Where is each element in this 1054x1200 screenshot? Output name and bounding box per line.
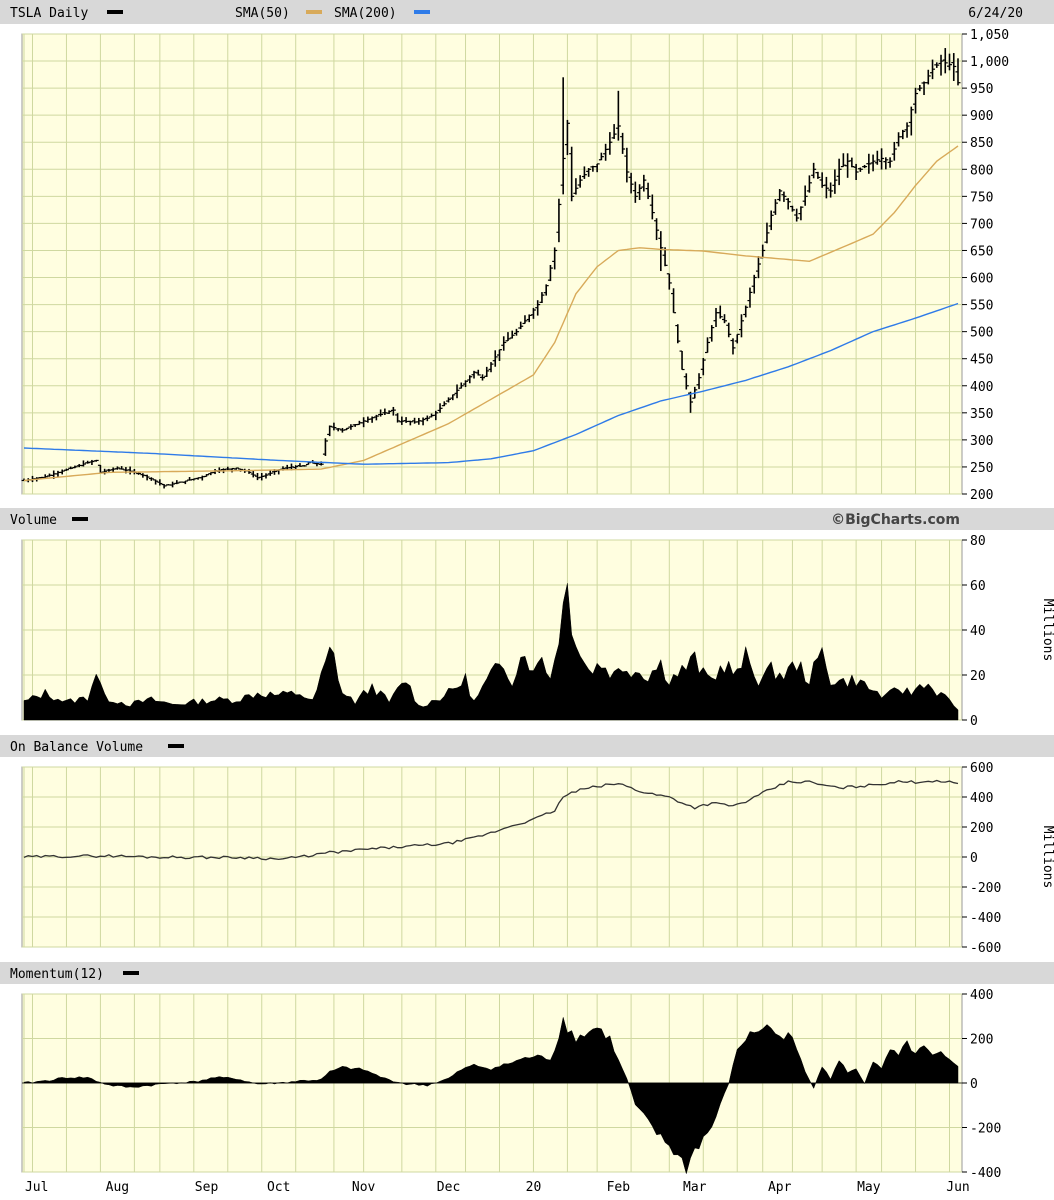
y-tick-label: 80 — [970, 534, 986, 549]
volume-area — [23, 583, 959, 721]
y-tick-label: 600 — [970, 761, 993, 776]
y-tick-label: 850 — [970, 136, 993, 151]
obv-unit-label: Millions — [1040, 826, 1054, 889]
sma50-line — [23, 145, 959, 482]
y-tick-label: 0 — [970, 1077, 978, 1092]
x-tick-label: Sep — [195, 1180, 219, 1195]
x-tick-label: Mar — [683, 1180, 707, 1195]
y-tick-label: -600 — [970, 941, 1001, 956]
y-tick-label: 600 — [970, 272, 993, 287]
momentum-title: Momentum(12) — [10, 967, 104, 982]
momentum-header-bar — [0, 962, 1054, 984]
legend-sma50-label: SMA(50) — [235, 6, 290, 21]
x-tick-label: May — [857, 1180, 881, 1195]
x-tick-label: Feb — [607, 1180, 631, 1195]
y-tick-label: 800 — [970, 163, 993, 178]
y-tick-label: 550 — [970, 299, 993, 314]
y-tick-label: 40 — [970, 624, 986, 639]
chart-title: TSLA Daily — [10, 6, 88, 21]
momentum-title-swatch — [123, 971, 139, 975]
y-tick-label: 200 — [970, 821, 993, 836]
y-tick-label: 1,050 — [970, 28, 1009, 43]
y-tick-label: 250 — [970, 461, 993, 476]
y-tick-label: 0 — [970, 851, 978, 866]
sma200-line — [23, 302, 959, 465]
y-tick-label: 350 — [970, 407, 993, 422]
x-tick-label: Jul — [25, 1180, 48, 1195]
volume-unit-label: Millions — [1040, 599, 1054, 662]
grid-layer — [22, 33, 962, 1173]
y-tick-label: 400 — [970, 380, 993, 395]
obv-header-bar — [0, 735, 1054, 757]
y-tick-label: 400 — [970, 988, 993, 1003]
price-layer — [21, 48, 961, 489]
x-tick-label: Oct — [267, 1180, 290, 1195]
y-tick-label: -400 — [970, 911, 1001, 926]
obv-layer — [23, 779, 959, 861]
x-tick-label: Aug — [106, 1180, 129, 1195]
legend-sma200-swatch — [414, 10, 430, 14]
price-header-bar — [0, 0, 1054, 24]
x-tick-label: 20 — [526, 1180, 542, 1195]
y-tick-label: 200 — [970, 488, 993, 503]
x-tick-label: Apr — [768, 1180, 792, 1195]
legend-sma200-label: SMA(200) — [334, 6, 397, 21]
axis-layer: 2002503003504004505005506006507007508008… — [25, 28, 1009, 1195]
volume-header-bar — [0, 508, 1054, 530]
price-panel-bg — [21, 33, 963, 495]
y-tick-label: 20 — [970, 669, 986, 684]
y-tick-label: 700 — [970, 217, 993, 232]
momentum-area — [23, 1017, 959, 1175]
y-tick-label: 300 — [970, 434, 993, 449]
volume-title: Volume — [10, 513, 57, 528]
credit-text: ©BigCharts.com — [831, 512, 960, 528]
x-tick-label: Nov — [352, 1180, 376, 1195]
y-tick-label: -400 — [970, 1166, 1001, 1181]
y-tick-label: 450 — [970, 353, 993, 368]
y-tick-label: -200 — [970, 881, 1001, 896]
y-tick-label: 950 — [970, 82, 993, 97]
y-tick-label: 1,000 — [970, 55, 1009, 70]
obv-title-swatch — [168, 744, 184, 748]
y-tick-label: 750 — [970, 190, 993, 205]
y-tick-label: 900 — [970, 109, 993, 124]
y-tick-label: 0 — [970, 714, 978, 729]
legend-sma50-swatch — [306, 10, 322, 14]
x-tick-label: Jun — [946, 1180, 969, 1195]
momentum-layer — [22, 1017, 962, 1175]
volume-layer — [23, 583, 959, 721]
y-tick-label: 400 — [970, 791, 993, 806]
x-tick-label: Dec — [437, 1180, 460, 1195]
y-tick-label: 200 — [970, 1033, 993, 1048]
title-legend-swatch — [107, 10, 123, 14]
obv-title: On Balance Volume — [10, 740, 143, 755]
y-tick-label: 60 — [970, 579, 986, 594]
y-tick-label: 500 — [970, 326, 993, 341]
y-tick-label: -200 — [970, 1122, 1001, 1137]
volume-title-swatch — [72, 517, 88, 521]
obv-line — [23, 779, 959, 861]
y-tick-label: 650 — [970, 244, 993, 259]
chart-date: 6/24/20 — [968, 6, 1023, 21]
